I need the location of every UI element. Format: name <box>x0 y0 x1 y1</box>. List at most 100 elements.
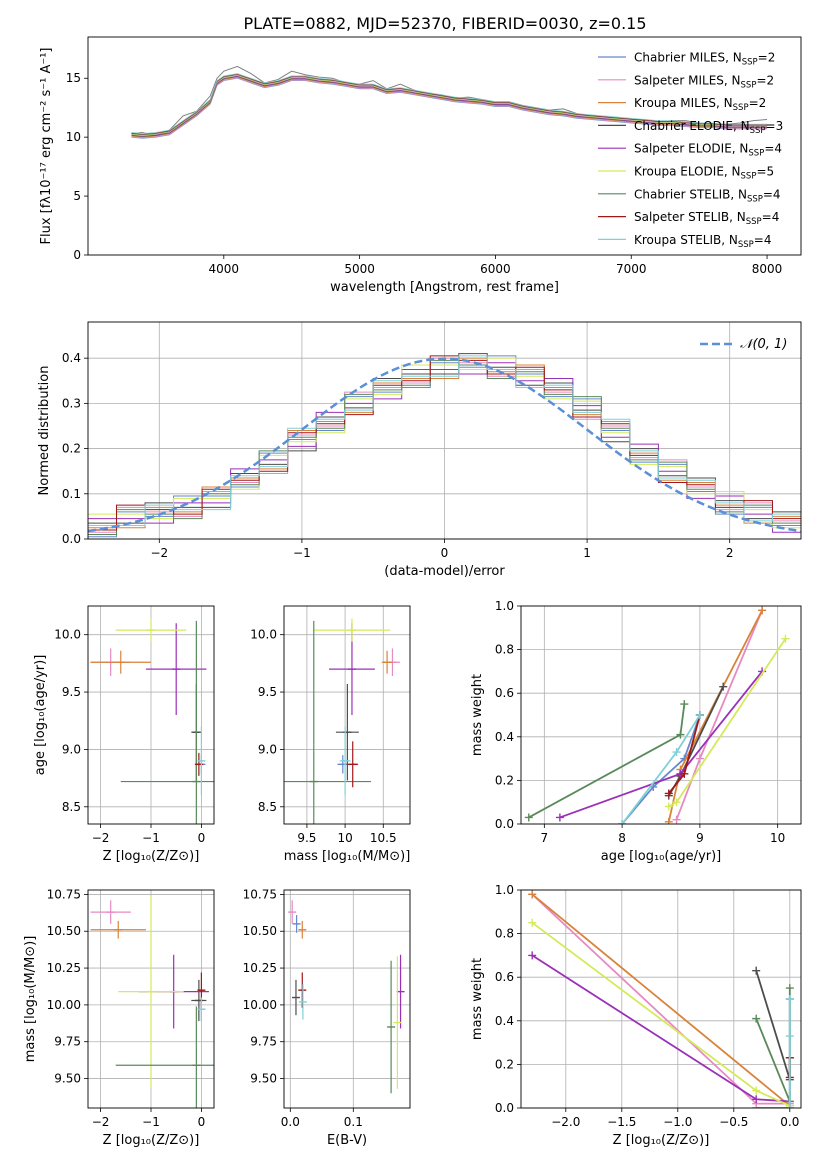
legend-sub: SSP <box>733 103 749 113</box>
model-spectrum-line <box>131 77 768 139</box>
x-tick-label: −1 <box>142 831 160 845</box>
x-tick-label: 1 <box>583 546 591 560</box>
error-bar <box>381 650 393 674</box>
legend-entry: Chabrier ELODIE, NSSP=3 <box>634 119 783 136</box>
normal-curve <box>88 357 801 533</box>
error-bar <box>339 726 351 796</box>
weight-vs-metallicity-panel: −2.0 −1.5 −1.0 −0.5 0.0 0.0 0.2 0.4 0.6 0.8 1.0 Z [… <box>470 883 802 1148</box>
x-tick-label: −1 <box>142 1115 160 1129</box>
y-tick-label: 10.25 <box>47 961 81 975</box>
weight-lines <box>528 890 794 1108</box>
legend-sub: SSP <box>741 172 757 182</box>
error-bar <box>387 960 396 1094</box>
x-tick-label: 10 <box>770 831 785 845</box>
x-tick-label: 0.0 <box>780 1115 799 1129</box>
error-bar <box>90 650 151 674</box>
weight-line <box>668 686 725 797</box>
legend-sub: SSP <box>742 58 758 68</box>
figure-title: PLATE=0882, MJD=52370, FIBERID=0030, z=0… <box>243 14 646 33</box>
x-axis-label: Z [log₁₀(Z/Z⊙)] <box>613 1133 710 1148</box>
y-tick-label: 1.0 <box>495 883 514 897</box>
weight-line <box>621 714 701 824</box>
error-bar <box>197 726 206 796</box>
legend-entry: Chabrier STELIB, NSSP=4 <box>634 187 781 204</box>
y-tick-label: 9.5 <box>62 685 81 699</box>
x-axis-label: Z [log₁₀(Z/Z⊙)] <box>103 1133 200 1148</box>
x-tick-label: 7000 <box>616 262 647 276</box>
error-bar <box>298 920 307 939</box>
x-tick-label: 7 <box>541 831 549 845</box>
legend-sub: SSP <box>748 149 764 159</box>
weight-marker <box>785 984 794 993</box>
error-bar <box>145 623 207 715</box>
axes-frame <box>87 605 215 825</box>
y-tick-label: 0 <box>73 248 81 262</box>
x-tick-label: 10.5 <box>370 831 397 845</box>
y-tick-label: 0.3 <box>62 396 81 410</box>
spectrum-panel: 4000 5000 6000 7000 8000 0 5 10 15 wavelength [An… <box>39 36 802 295</box>
age-vs-mass-panel: 9.5 10 10.5 8.5 9.0 9.5 10.0 mass [log₁₀(M/M⊙)] <box>250 605 411 864</box>
weight-marker <box>785 1032 794 1041</box>
axes-frame <box>87 889 215 1109</box>
x-tick-label: −2 <box>150 546 168 560</box>
y-tick-label: 0.8 <box>495 927 514 941</box>
y-tick-label: 0.8 <box>495 643 514 657</box>
legend-entry: Salpeter ELODIE, NSSP=4 <box>634 142 782 159</box>
error-bar <box>288 900 297 924</box>
y-tick-label: 0.0 <box>495 817 514 831</box>
y-tick-label: 0.0 <box>495 1101 514 1115</box>
y-tick-label: 10.75 <box>243 887 277 901</box>
legend-count: =4 <box>764 142 782 156</box>
weight-marker <box>664 789 673 798</box>
weight-marker <box>758 606 767 615</box>
y-tick-label: 15 <box>66 71 81 85</box>
axes-frame <box>520 889 802 1109</box>
y-tick-label: 10.00 <box>47 998 81 1012</box>
y-tick-label: 9.5 <box>258 685 277 699</box>
y-tick-label: 9.75 <box>250 1035 277 1049</box>
weight-marker <box>719 682 728 691</box>
weight-marker <box>528 890 537 899</box>
y-tick-label: 0.0 <box>62 532 81 546</box>
error-bar <box>393 956 402 1089</box>
mass-vs-ebv-panel: 0.0 0.1 9.50 9.75 10.00 10.25 10.50 10.75 E(B-V) <box>243 887 411 1148</box>
weight-line <box>668 638 787 808</box>
weight-marker <box>785 995 794 1003</box>
histogram-step <box>88 355 801 539</box>
model-spectrum-line <box>131 74 768 136</box>
weight-marker <box>781 634 790 643</box>
y-tick-label: 9.0 <box>258 742 277 756</box>
spectrum-lines <box>131 65 768 139</box>
legend-count: =4 <box>754 233 772 247</box>
y-tick-label: 5 <box>73 189 81 203</box>
y-tick-label: 0.4 <box>62 351 81 365</box>
weight-marker <box>695 711 704 719</box>
error-bars <box>90 895 214 1108</box>
y-axis-label: Flux [fλ10⁻¹⁷ erg cm⁻² s⁻¹ A⁻¹] <box>39 48 54 245</box>
residual-legend: 𝒩(0, 1) <box>700 337 787 352</box>
error-bar <box>115 618 187 642</box>
y-axis-label: mass weight <box>470 674 485 756</box>
error-bar <box>120 620 214 824</box>
weight-line <box>531 893 791 1107</box>
model-spectrum-line <box>131 76 768 138</box>
histograms <box>88 353 801 539</box>
legend-count: =4 <box>762 210 780 224</box>
axes-frame <box>87 36 802 256</box>
legend-sub: SSP <box>750 126 766 136</box>
x-tick-label: 9.5 <box>297 831 316 845</box>
spectrum-legend: Chabrier MILES, NSSP=2 Salpeter MILES, NS… <box>598 51 783 250</box>
x-tick-label: 0 <box>198 831 206 845</box>
y-tick-label: 10.25 <box>243 961 277 975</box>
y-tick-label: 0.6 <box>495 686 514 700</box>
y-tick-label: 10.50 <box>243 924 277 938</box>
weight-marker <box>618 820 627 824</box>
y-tick-label: 9.50 <box>250 1072 277 1086</box>
model-spectrum-line <box>131 76 768 138</box>
error-bar <box>335 684 359 781</box>
legend-entry: Kroupa ELODIE, NSSP=5 <box>634 165 774 182</box>
y-axis-label: mass [log₁₀(M/M⊙)] <box>23 936 38 1063</box>
weight-line <box>755 970 791 1080</box>
x-tick-label: −1.5 <box>607 1115 636 1129</box>
x-axis-label: age [log₁₀(age/yr)] <box>601 849 722 864</box>
